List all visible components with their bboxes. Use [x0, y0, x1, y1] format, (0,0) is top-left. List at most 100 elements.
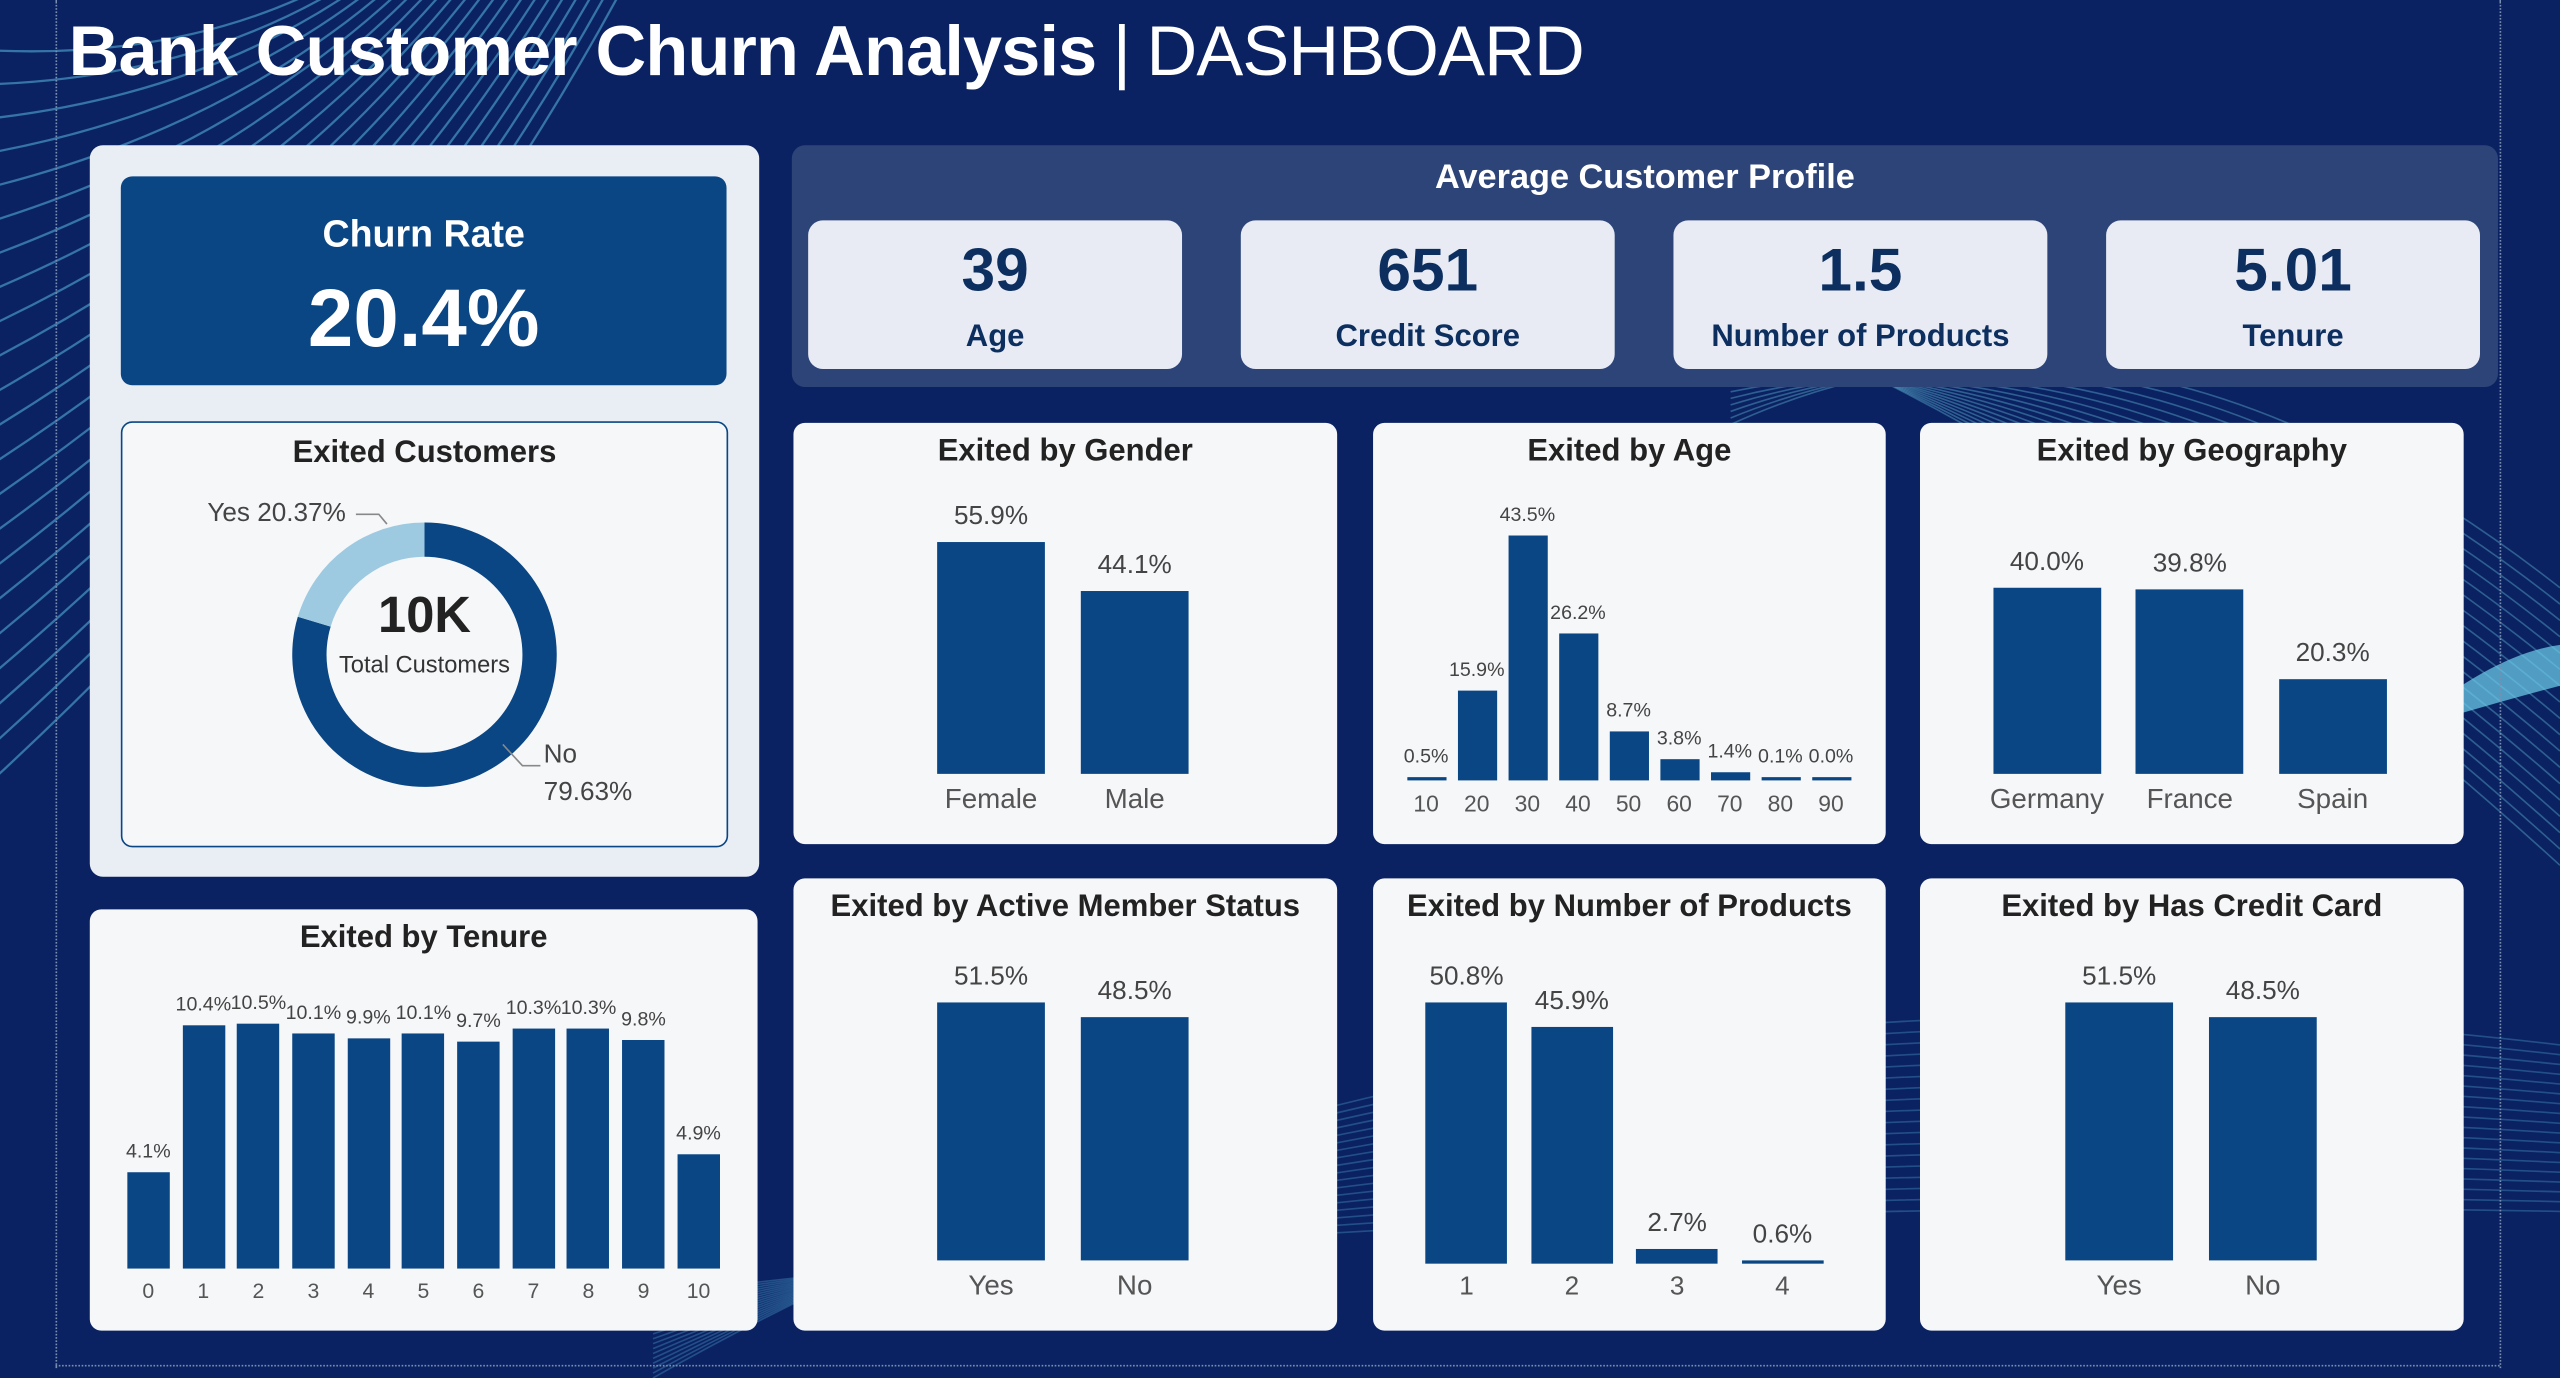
bar-5[interactable]: [402, 1032, 445, 1269]
bar-4[interactable]: [347, 1037, 390, 1269]
category-label: No: [1116, 1270, 1153, 1302]
category-label: 20: [1464, 790, 1490, 817]
bar-yes[interactable]: [2065, 1002, 2174, 1261]
category-label: 10: [686, 1278, 711, 1303]
category-label: Female: [944, 783, 1038, 815]
data-label: 26.2%: [1550, 600, 1606, 624]
donut-label-yes: Yes 20.37%: [207, 499, 346, 528]
bar-30[interactable]: [1507, 535, 1547, 781]
bar-france[interactable]: [2135, 588, 2244, 774]
data-label: 10.3%: [560, 995, 617, 1019]
data-label: 51.5%: [2082, 963, 2157, 992]
chart-exited-by-geography[interactable]: Exited by Geography 40.0% Germany 39.8% Fran…: [1919, 422, 2464, 845]
category-label: 2: [1564, 1273, 1580, 1302]
data-label: 45.9%: [1534, 988, 1609, 1017]
category-label: 40: [1565, 790, 1591, 817]
bar-spain[interactable]: [2278, 679, 2387, 774]
bar-male[interactable]: [1080, 590, 1189, 774]
data-label: 44.1%: [1097, 551, 1172, 580]
chart-exited-by-gender[interactable]: Exited by Gender 55.9% Female 44.1% Male: [793, 422, 1338, 845]
chart-title: Exited by Age: [1527, 434, 1732, 469]
category-label: France: [2146, 783, 2233, 815]
leader-line: [502, 743, 541, 767]
kpi-label: Number of Products: [1711, 319, 2010, 355]
category-label: 1: [1459, 1273, 1474, 1302]
kpi-label: Credit Score: [1335, 319, 1520, 355]
kpi-age[interactable]: 39 Age: [808, 220, 1183, 369]
data-label: 48.5%: [2225, 978, 2300, 1007]
chart-exited-by-tenure[interactable]: Exited by Tenure 4.1% 0 10.4% 1 10.5% 2 10.1% 3 9…: [89, 909, 758, 1331]
bar-9[interactable]: [622, 1039, 665, 1269]
category-label: 4: [1775, 1273, 1790, 1302]
chart-title: Exited by Geography: [2036, 434, 2347, 469]
bar-2[interactable]: [1531, 1027, 1613, 1264]
data-label: 0.6%: [1752, 1220, 1813, 1249]
bar-7[interactable]: [512, 1028, 555, 1269]
data-label: 43.5%: [1499, 502, 1556, 526]
category-label: 80: [1767, 790, 1794, 817]
bar-20[interactable]: [1457, 690, 1497, 781]
chart-title: Exited by Gender: [937, 434, 1193, 469]
donut-label-no: No: [543, 741, 578, 769]
data-label: 3.8%: [1656, 726, 1702, 750]
bar-2[interactable]: [237, 1023, 280, 1269]
data-label: 10.1%: [285, 1000, 342, 1024]
bar-50[interactable]: [1608, 731, 1649, 781]
kpi-label: Age: [965, 319, 1025, 355]
category-label: 90: [1818, 790, 1844, 817]
bar-3[interactable]: [292, 1032, 335, 1269]
data-label: 9.8%: [621, 1007, 666, 1031]
bar-10[interactable]: [677, 1154, 720, 1269]
bar-4[interactable]: [1741, 1259, 1824, 1264]
chart-exited-by-credit-card[interactable]: Exited by Has Credit Card 51.5% Yes 48.5% No: [1919, 878, 2464, 1331]
chart-exited-by-active-member[interactable]: Exited by Active Member Status 51.5% Yes 48…: [793, 878, 1338, 1331]
data-label: 8.7%: [1606, 698, 1651, 722]
page-title: Bank Customer Churn Analysis | DASHBOARD: [68, 13, 1585, 93]
bar-germany[interactable]: [1993, 587, 2101, 774]
bar-8[interactable]: [567, 1028, 610, 1269]
bar-1[interactable]: [1425, 1002, 1508, 1264]
bar-yes[interactable]: [937, 1002, 1045, 1261]
category-label: 10: [1413, 790, 1439, 817]
exited-customers-card[interactable]: Exited Customers Yes 20.37% No 79.63% 10…: [120, 421, 729, 848]
category-label: 0: [142, 1278, 155, 1303]
bar-10[interactable]: [1406, 776, 1446, 781]
bar-3[interactable]: [1636, 1249, 1718, 1264]
kpi-value: 39: [961, 236, 1029, 304]
bar-90[interactable]: [1811, 776, 1851, 781]
kpi-number-of-products[interactable]: 1.5 Number of Products: [1673, 220, 2048, 369]
bar-1[interactable]: [182, 1025, 225, 1269]
bar-70[interactable]: [1710, 772, 1750, 781]
kpi-value: 5.01: [2234, 236, 2352, 304]
category-label: Spain: [2297, 783, 2369, 815]
bar-40[interactable]: [1558, 632, 1598, 781]
bar-no[interactable]: [1080, 1017, 1189, 1261]
donut-chart: [292, 513, 557, 787]
donut-slice-yes[interactable]: [297, 522, 425, 627]
category-label: 9: [637, 1278, 650, 1303]
churn-rate-card[interactable]: Churn Rate 20.4%: [120, 176, 727, 386]
data-label: 39.8%: [2152, 549, 2227, 578]
title-main: Bank Customer Churn Analysis: [68, 13, 1098, 92]
card-title: Exited Customers: [292, 435, 557, 471]
category-label: 4: [362, 1278, 375, 1303]
category-label: Germany: [1989, 783, 2105, 815]
category-label: Yes: [968, 1270, 1014, 1302]
bar-80[interactable]: [1760, 776, 1800, 781]
bar-0[interactable]: [127, 1172, 170, 1269]
chart-title: Exited by Active Member Status: [830, 889, 1301, 925]
data-label: 10.1%: [395, 1000, 452, 1024]
chart-exited-by-age[interactable]: Exited by Age 0.5% 10 15.9% 20 43.5% 30 26.2% 40…: [1373, 422, 1886, 845]
data-label: 51.5%: [953, 963, 1029, 992]
bar-6[interactable]: [457, 1042, 500, 1269]
kpi-credit-score[interactable]: 651 Credit Score: [1240, 220, 1615, 369]
kpi-tenure[interactable]: 5.01 Tenure: [2106, 220, 2480, 369]
chart-exited-by-products[interactable]: Exited by Number of Products 50.8% 1 45.9% 2…: [1373, 878, 1886, 1331]
data-label: 48.5%: [1097, 978, 1172, 1007]
bar-female[interactable]: [937, 542, 1045, 774]
data-label: 55.9%: [953, 502, 1029, 531]
donut-value-no: 79.63%: [543, 778, 633, 807]
bar-no[interactable]: [2208, 1017, 2317, 1261]
bar-60[interactable]: [1659, 759, 1699, 781]
